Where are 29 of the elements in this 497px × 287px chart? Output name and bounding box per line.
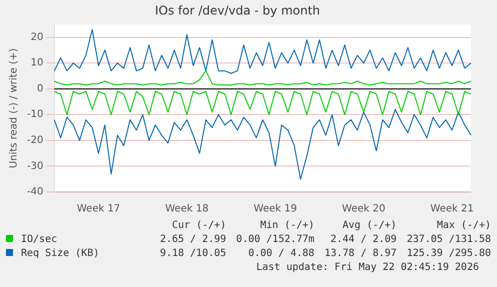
text: Min (-/+) [259, 220, 316, 232]
y-tick-label: -10 [26, 109, 44, 120]
text: 125.39 /295.80 [406, 248, 492, 260]
legend-label: IO/sec [20, 234, 58, 246]
y-tick-label: -20 [26, 135, 44, 146]
x-tick-label: Week 21 [430, 204, 474, 215]
y-tick-label: 10 [30, 58, 44, 69]
y-axis-title: Units read (-) / write (+) [8, 48, 20, 168]
text: Avg (-/+) [342, 220, 398, 232]
y-tick-label: -30 [26, 160, 44, 172]
x-tick-label: Week 20 [342, 204, 386, 215]
text: Max (-/+) [436, 220, 492, 232]
text: Last update: Fri May 22 02:45:19 2026 [256, 262, 479, 273]
legend-label: Req Size (KB) [20, 248, 100, 260]
text: 2.44 / 2.09 [329, 234, 398, 246]
y-tick-label: 0 [36, 83, 44, 94]
text: 9.18 /10.05 [158, 248, 228, 260]
text: 13.78 / 8.97 [323, 248, 398, 260]
text: 0.00 /152.77m [235, 234, 316, 246]
y-tick-label: 20 [30, 32, 44, 43]
text: 0.00 / 4.88 [247, 248, 316, 260]
text: 237.05 /131.58 [406, 234, 492, 246]
y-tick-label: -40 [26, 186, 44, 198]
x-tick-label: Week 19 [254, 204, 297, 215]
chart-title: IOs for /dev/vda - by month [154, 3, 320, 18]
x-tick-label: Week 18 [165, 204, 209, 215]
text: Cur (-/+) [170, 220, 228, 232]
x-tick-label: Week 17 [76, 204, 120, 215]
text: 2.65 / 2.99 [158, 234, 228, 246]
